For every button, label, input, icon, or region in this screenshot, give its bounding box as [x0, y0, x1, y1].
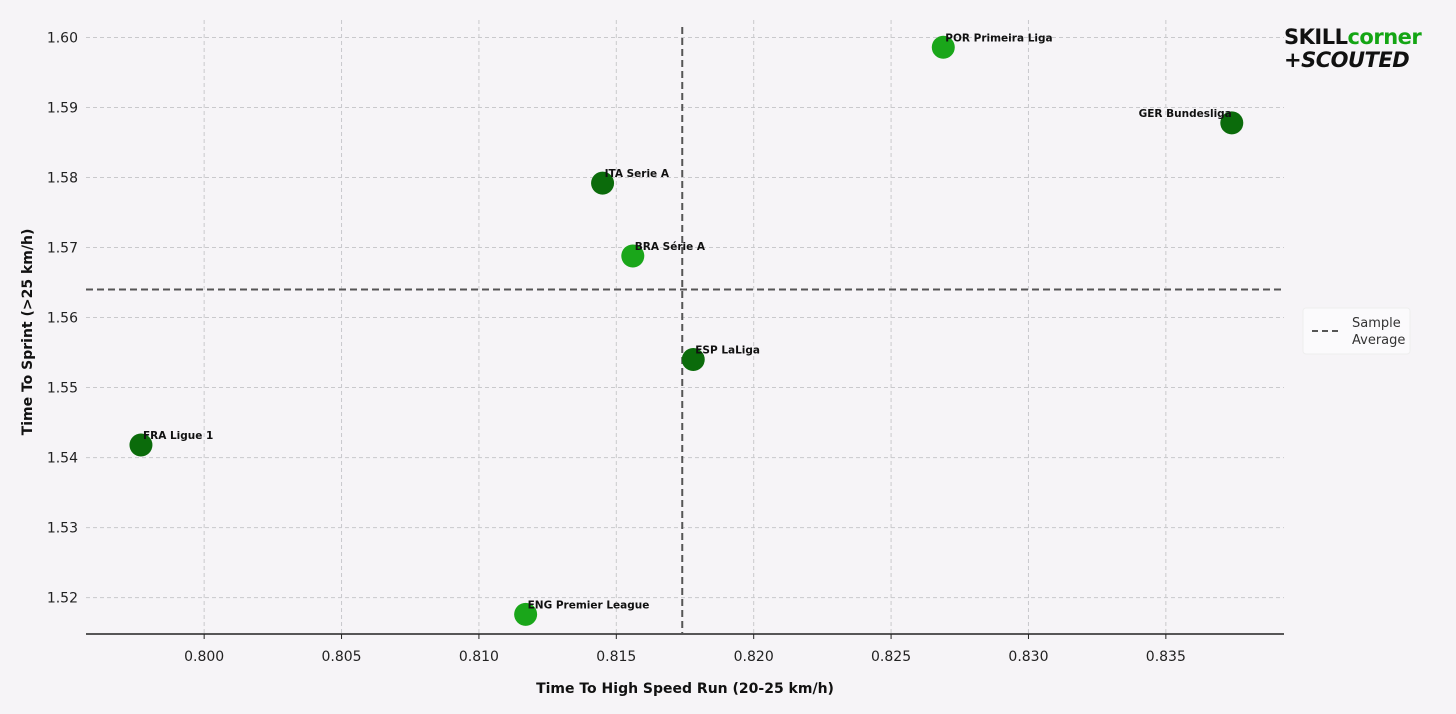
y-tick-label: 1.58: [47, 171, 78, 187]
skillcorner-scouted-logo: SKILLcorner +SCOUTED: [1284, 25, 1423, 72]
data-point: [1220, 111, 1244, 135]
legend-label-line1: Sample: [1352, 316, 1401, 331]
point-label: POR Primeira Liga: [945, 32, 1052, 44]
point-label: ENG Premier League: [528, 599, 650, 611]
data-point: [621, 244, 645, 268]
y-tick-label: 1.56: [47, 311, 78, 327]
point-label: ESP LaLiga: [695, 345, 760, 357]
data-point: [514, 602, 538, 626]
logo-corner-text: corner: [1347, 25, 1422, 49]
point-label: ITA Serie A: [605, 168, 670, 180]
y-tick-label: 1.57: [47, 241, 78, 257]
x-tick-label: 0.835: [1146, 649, 1186, 665]
reference-lines: [86, 27, 1284, 634]
y-tick-label: 1.53: [47, 521, 78, 537]
point-label: FRA Ligue 1: [143, 430, 213, 442]
x-axis-title: Time To High Speed Run (20-25 km/h): [536, 681, 834, 697]
data-point: [931, 35, 955, 59]
y-tick-label: 1.59: [47, 101, 78, 117]
x-tick-label: 0.805: [321, 649, 361, 665]
axes: 0.800 0.805 0.810 0.815 0.820 0.825 0.830 0.835…: [47, 31, 1284, 665]
x-tick-label: 0.815: [596, 649, 636, 665]
logo-skill-text: SKILL: [1284, 25, 1348, 49]
legend-box: [1302, 307, 1411, 355]
y-tick-label: 1.55: [47, 381, 78, 397]
x-tick-label: 0.825: [871, 649, 911, 665]
data-points: POR Primeira Liga GER Bundesliga ITA Serie…: [129, 32, 1244, 626]
logo-line-1: SKILLcorner: [1284, 25, 1422, 49]
data-point: [591, 171, 615, 195]
x-tick-label: 0.800: [184, 649, 224, 665]
logo-scouted-text: +SCOUTED: [1284, 48, 1409, 72]
y-tick-label: 1.60: [47, 31, 78, 47]
y-tick-label: 1.52: [47, 591, 78, 607]
y-tick-label: 1.54: [47, 451, 78, 467]
legend: Sample Average: [1302, 307, 1411, 355]
legend-label-line2: Average: [1352, 333, 1405, 348]
point-label: GER Bundesliga: [1139, 108, 1232, 120]
data-point: [129, 433, 153, 457]
x-tick-label: 0.820: [734, 649, 774, 665]
data-point: [681, 348, 705, 372]
y-axis-title: Time To Sprint (>25 km/h): [20, 229, 36, 436]
x-tick-label: 0.830: [1008, 649, 1048, 665]
x-tick-label: 0.810: [459, 649, 499, 665]
point-label: BRA Série A: [635, 241, 706, 253]
grid-lines: [86, 20, 1284, 634]
